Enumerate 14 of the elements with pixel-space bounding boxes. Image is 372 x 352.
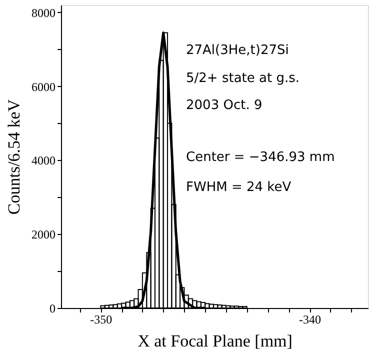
annotation: 2003 Oct. 9 — [186, 98, 262, 113]
annotation: FWHM = 24 keV — [186, 180, 292, 195]
y-axis-title: Counts/6.54 keV — [4, 98, 24, 215]
y-tick-label: 8000 — [32, 6, 56, 20]
y-tick-label: 6000 — [32, 80, 56, 94]
y-tick-label: 4000 — [32, 154, 56, 168]
y-tick-label: 2000 — [32, 228, 56, 242]
annotation: Center = −346.93 mm — [186, 150, 335, 165]
x-tick-label: -340 — [299, 312, 322, 326]
x-tick-label: -350 — [90, 312, 112, 326]
annotation: 5/2+ state at g.s. — [186, 71, 300, 86]
x-axis-title: X at Focal Plane [mm] — [138, 332, 292, 350]
annotation: 27Al(3He,t)27Si — [186, 43, 289, 58]
y-tick-label: 0 — [50, 302, 56, 316]
